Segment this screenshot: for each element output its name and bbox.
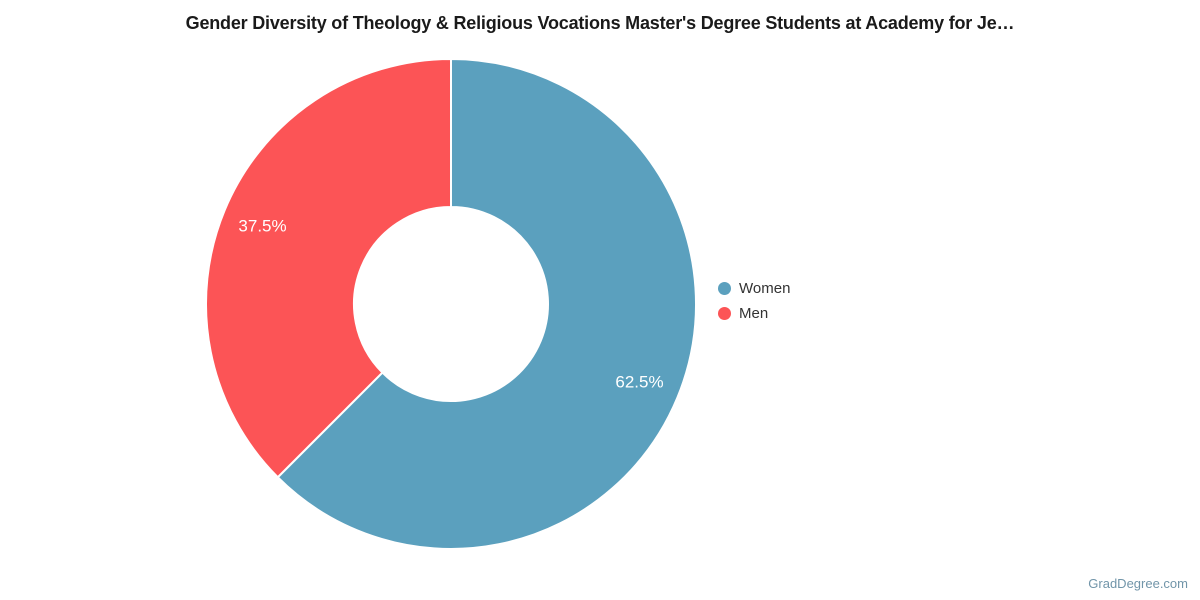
legend-item-men[interactable]: Men <box>718 301 790 326</box>
legend-swatch-women-icon <box>718 282 731 295</box>
slice-women[interactable] <box>276 58 697 550</box>
legend-label-men: Men <box>739 305 769 322</box>
chart-title: Gender Diversity of Theology & Religious… <box>185 13 1015 33</box>
slice-men[interactable] <box>205 58 452 479</box>
legend: Women Men <box>718 276 790 326</box>
legend-swatch-men-icon <box>718 307 731 320</box>
legend-item-women[interactable]: Women <box>718 276 790 301</box>
watermark-link[interactable]: GradDegree.com <box>1088 576 1188 591</box>
legend-label-women: Women <box>739 280 791 297</box>
